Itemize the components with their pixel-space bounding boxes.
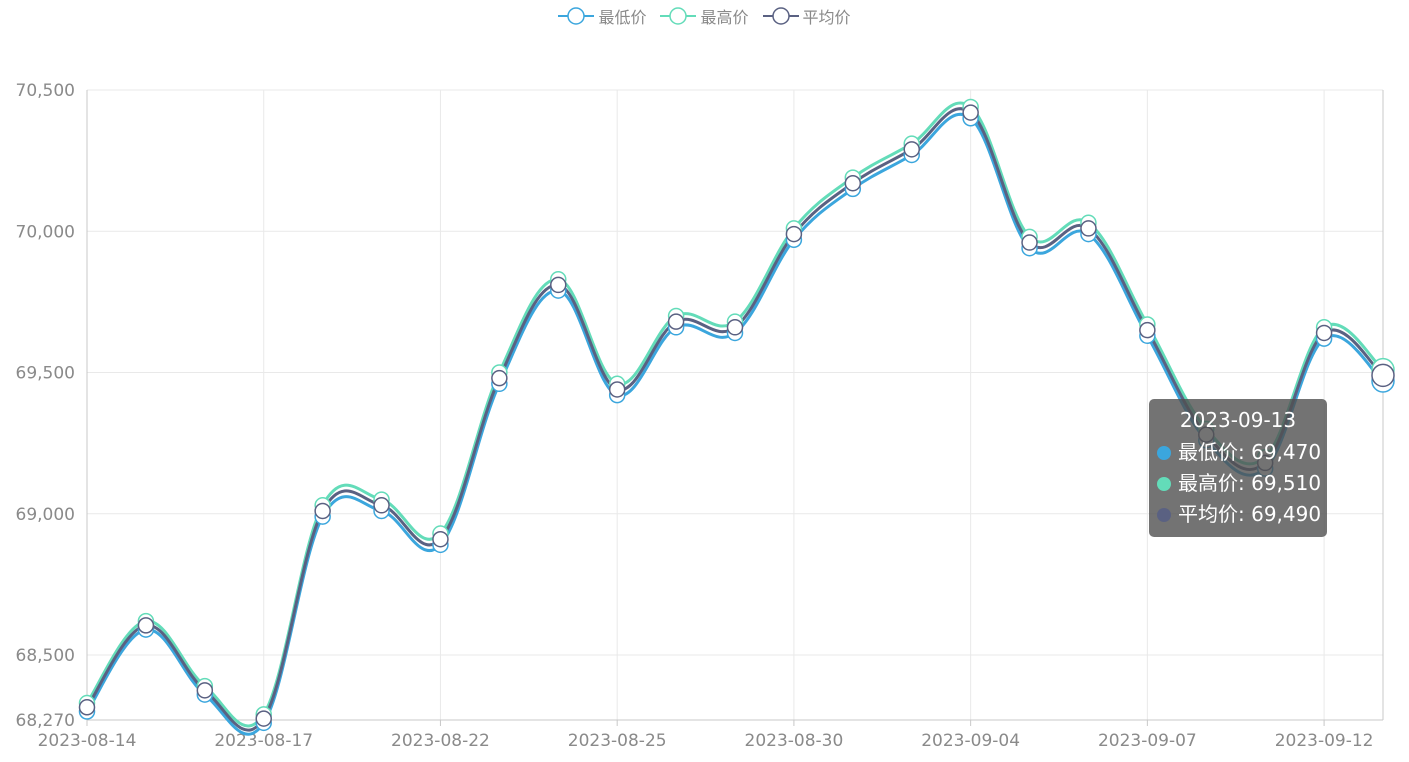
data-point-avg [432,530,449,548]
tooltip-title: 2023-09-13 [1179,408,1297,432]
data-point-avg [726,319,744,336]
x-tick-label: 2023-08-30 [745,731,844,751]
data-point-avg [314,502,331,520]
data-point-avg [962,104,979,121]
legend-item-max[interactable]: 最高价 [660,4,749,28]
data-point-avg [785,225,803,243]
data-point-avg [844,174,862,192]
data-point-avg [491,369,508,387]
x-tick-label: 2023-09-07 [1098,731,1197,751]
y-tick-label: 68,500 [16,646,75,666]
tooltip-value-min: 最低价: 69,470 [1178,440,1322,464]
y-tick-label: 70,500 [16,81,75,101]
legend-label-avg: 平均价 [802,8,851,27]
legend-max-icon [660,7,697,25]
data-point-avg [78,699,96,716]
chart-tooltip: 2023-09-13 最低价: 69,470 最高价: 69,510 平均价: … [1149,399,1327,537]
data-point-avg [1371,363,1395,388]
x-tick-label: 2023-09-12 [1275,731,1374,751]
legend-item-avg[interactable]: 平均价 [762,4,851,28]
x-tick-label: 2023-08-22 [391,731,490,751]
tooltip-dot-avg [1157,507,1171,522]
tooltip-row-max: 最高价: 69,510 [1157,468,1322,499]
tooltip-row-avg: 平均价: 69,490 [1157,499,1322,530]
data-point-avg [1021,234,1038,251]
data-point-avg [903,141,920,158]
chart-legend: 最低价 最高价 平均价 [0,4,1409,28]
y-tick-label: 68,270 [16,711,75,731]
legend-item-min[interactable]: 最低价 [558,4,646,28]
y-tick-label: 69,000 [16,505,75,525]
data-point-avg [667,313,685,330]
series-line-avg [85,107,1385,732]
legend-label-min: 最低价 [598,8,647,27]
tooltip-value-max: 最高价: 69,510 [1178,471,1322,495]
legend-label-max: 最高价 [700,8,749,27]
data-point-avg [608,381,626,398]
data-point-avg [137,617,155,634]
x-tick-label: 2023-08-14 [38,731,137,751]
data-point-avg [1080,220,1097,237]
y-tick-label: 70,000 [16,222,75,242]
y-tick-label: 69,500 [16,364,75,384]
legend-min-icon [558,7,595,25]
tooltip-dot-max [1157,476,1171,491]
data-point-avg [196,682,214,699]
data-point-avg [1139,321,1156,339]
x-tick-label: 2023-09-04 [921,731,1020,751]
data-point-avg [550,276,567,294]
tooltip-row-min: 最低价: 69,470 [1157,437,1322,468]
legend-avg-icon [762,7,799,25]
tooltip-value-avg: 平均价: 69,490 [1178,502,1322,526]
data-point-avg [373,497,390,514]
x-tick-label: 2023-08-25 [568,731,667,751]
data-point-avg [255,710,272,727]
tooltip-dot-min [1157,445,1171,460]
x-tick-label: 2023-08-17 [214,731,313,751]
data-point-avg [1315,324,1333,342]
